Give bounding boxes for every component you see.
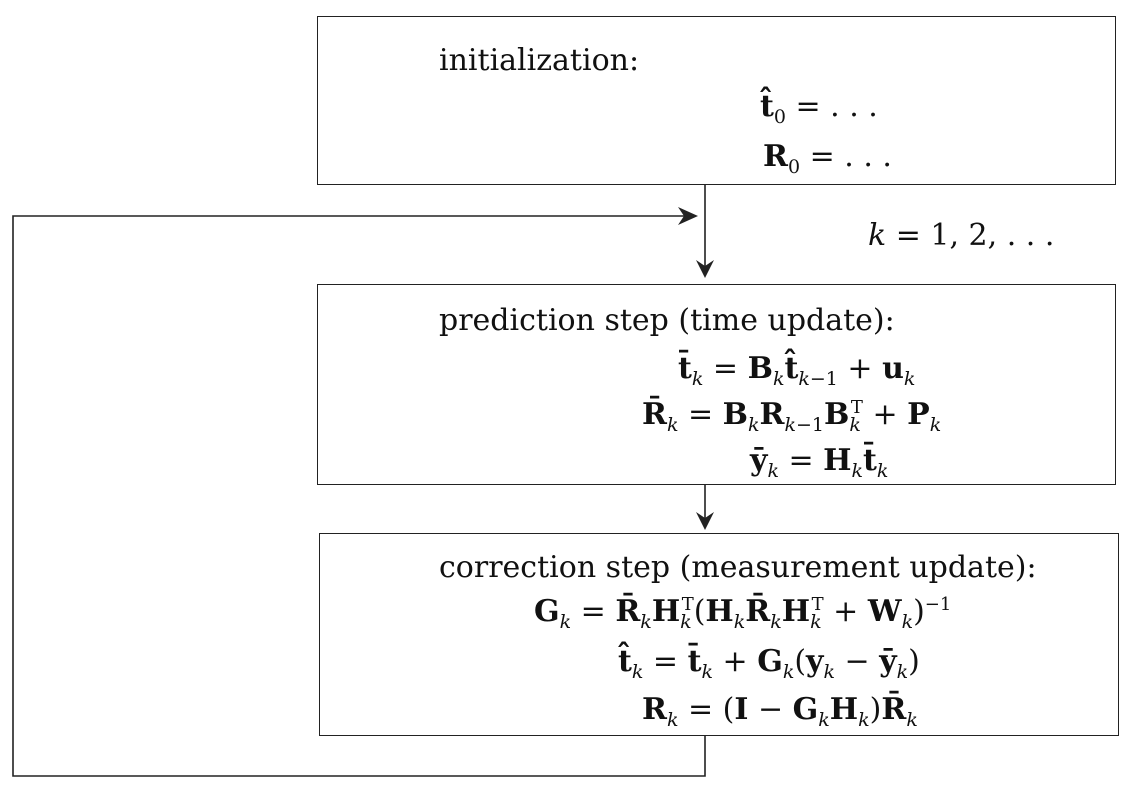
correction-g-equation: Gk = R̄kHkT(HkR̄kHkT + Wk)−1: [534, 594, 952, 633]
prediction-box: prediction step (time update): t̄k = Bkt…: [317, 284, 1116, 485]
feedback-arrowhead: [678, 207, 698, 225]
correction-r-equation: Rk = (I − GkHk)R̄k: [642, 692, 918, 731]
initialization-heading: initialization:: [439, 43, 640, 78]
correction-arrowhead: [696, 512, 714, 530]
feedback-loop-line: [12, 215, 706, 777]
prediction-t-equation: t̄k = Bkt̂k−1 + uk: [678, 351, 916, 390]
prediction-heading: prediction step (time update):: [439, 303, 895, 338]
prediction-r-equation: R̄k = BkRk−1BkT + Pk: [642, 397, 942, 436]
correction-heading: correction step (measurement update):: [439, 550, 1037, 585]
init-r-equation: R0 = . . .: [763, 139, 892, 178]
initialization-box: initialization: t̂0 = . . . R0 = . . .: [317, 16, 1116, 185]
iteration-label: k = 1, 2, . . .: [868, 218, 1055, 253]
prediction-y-equation: ȳk = Hkt̄k: [750, 443, 889, 482]
correction-t-equation: t̂k = t̄k + Gk(yk − ȳk): [618, 644, 920, 683]
prediction-arrowhead: [696, 260, 714, 278]
init-t-equation: t̂0 = . . .: [760, 89, 878, 128]
correction-box: correction step (measurement update): Gk…: [319, 533, 1119, 736]
